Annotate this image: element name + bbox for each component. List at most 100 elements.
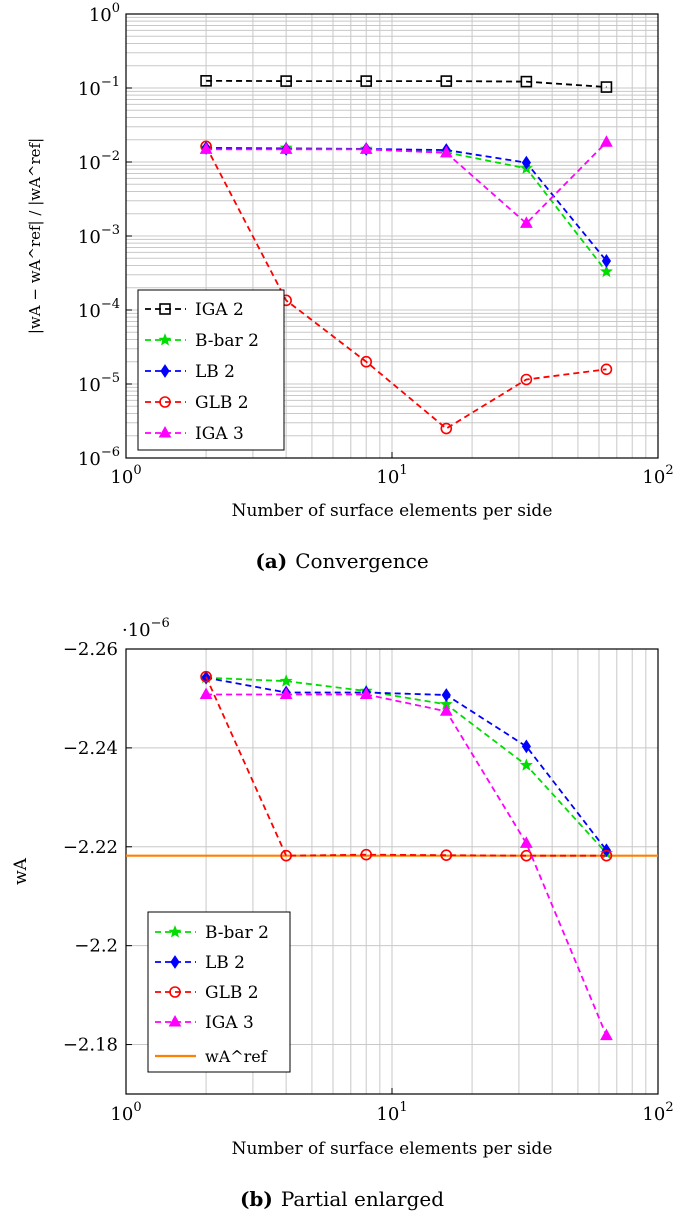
x-tick-label-base: 10 (110, 467, 133, 488)
data-point (520, 836, 533, 848)
data-point (520, 75, 533, 88)
series-line (206, 147, 608, 273)
y-tick-label-base: 10 (78, 375, 101, 396)
y-tick-label-exp: −5 (101, 371, 120, 386)
series-lb-2 (201, 670, 612, 858)
x-axis-label-a: Number of surface elements per side (232, 501, 553, 521)
series-line (206, 141, 608, 225)
legend-marker (168, 1014, 182, 1027)
y-tick-label-exp: −1 (101, 75, 120, 90)
caption-label: (b) (240, 1187, 273, 1211)
x-tick-label-base: 10 (642, 1104, 665, 1125)
legend-label: LB 2 (195, 362, 235, 382)
y-tick-label: 10−1 (78, 75, 120, 100)
x-tick-label-exp: 1 (399, 463, 407, 478)
y-tick-label: −2.24 (63, 738, 118, 759)
y-tick-label-exp: −6 (101, 445, 120, 460)
data-point (599, 264, 613, 278)
y-tick-label-base: 10 (78, 301, 101, 322)
series-line (206, 676, 608, 854)
y-multiplier-base: ·10 (122, 620, 151, 641)
y-tick-label-exp: −3 (101, 223, 120, 238)
caption-text: Partial enlarged (281, 1187, 444, 1211)
y-tick-label-base: 10 (78, 227, 101, 248)
y-axis-label-a: |wA − wA^ref| / |wA^ref| (26, 138, 44, 334)
data-point (601, 254, 612, 268)
series-b-bar-2 (199, 670, 613, 859)
data-point (600, 135, 613, 147)
y-axis-label-b: wA (11, 857, 31, 885)
data-point (600, 849, 613, 862)
series-line (206, 79, 607, 88)
data-point (520, 216, 533, 228)
x-tick-label: 100 (110, 463, 141, 488)
legend-marker (158, 425, 172, 438)
y-tick-label: 10−2 (78, 149, 120, 174)
series-iga-2 (200, 75, 613, 93)
data-point (520, 849, 533, 862)
caption-text: Convergence (295, 549, 428, 573)
y-tick-label: −2.2 (74, 936, 118, 957)
data-point (360, 355, 373, 368)
series-line (206, 147, 608, 262)
x-tick-label: 101 (376, 463, 407, 488)
data-point (519, 758, 533, 771)
series-line (205, 676, 607, 857)
panel-b-partial-enlarged: 100 101 102−2.26−2.24−2.22−2.2−2.18·10−6Nu… (11, 616, 674, 1211)
x-tick-label: 102 (642, 463, 673, 488)
x-tick-label-base: 10 (642, 467, 665, 488)
data-point (439, 704, 453, 716)
x-tick-label: 101 (376, 1100, 407, 1125)
legend-marker (168, 925, 182, 938)
legend-label: B-bar 2 (205, 923, 269, 943)
y-tick-label: 10−6 (78, 445, 120, 470)
legend-marker (170, 955, 180, 969)
y-tick-label-exp: −2 (101, 149, 120, 164)
legend-marker (169, 986, 181, 998)
data-point (279, 687, 293, 699)
legend-marker (160, 364, 170, 378)
data-point (359, 687, 373, 699)
x-tick-label-base: 10 (376, 467, 399, 488)
legend-label: IGA 3 (205, 1013, 254, 1033)
y-tick-label-base: 10 (78, 449, 101, 470)
series-glb-2 (200, 670, 613, 862)
y-tick-label: −2.26 (63, 639, 118, 660)
y-multiplier-exp: −6 (151, 616, 170, 631)
x-tick-label-exp: 0 (133, 463, 141, 478)
legend-marker (159, 396, 171, 408)
legend-label: wA^ref (205, 1047, 268, 1066)
legend-label: IGA 3 (195, 424, 244, 444)
data-point (199, 687, 213, 699)
x-tick-label: 100 (110, 1100, 141, 1125)
data-point (441, 688, 451, 702)
y-tick-label-base: 10 (78, 153, 101, 174)
legend-marker (158, 333, 172, 346)
series-line (206, 693, 608, 1037)
legend-label: B-bar 2 (195, 331, 259, 351)
y-tick-label: 10−5 (78, 371, 120, 396)
series-iga-3 (199, 687, 613, 1041)
data-point (440, 849, 453, 861)
y-tick-label: 10−4 (78, 297, 120, 322)
series-lb-2 (201, 141, 612, 268)
y-tick-label-exp: −4 (101, 297, 120, 312)
y-tick-label: 10−3 (78, 223, 120, 248)
data-point (521, 155, 531, 170)
series-iga-3 (199, 135, 613, 228)
caption-label: (a) (255, 549, 287, 573)
legend-b: B-bar 2 LB 2 GLB 2 IGA 3 wA^ref (147, 911, 291, 1073)
data-point (200, 670, 212, 683)
data-point (600, 1028, 613, 1041)
data-point (440, 75, 453, 87)
data-point (600, 81, 613, 93)
legend-label: IGA 2 (195, 300, 244, 320)
y-tick-label-base: 10 (89, 5, 112, 26)
data-point (600, 363, 613, 376)
data-point (199, 142, 213, 154)
y-tick-label: 100 (89, 1, 120, 26)
legend-label: LB 2 (205, 953, 245, 973)
x-tick-label: 102 (642, 1100, 673, 1125)
legend-a: IGA 2 B-bar 2 LB 2 GLB 2 IGA 3 (137, 289, 285, 451)
